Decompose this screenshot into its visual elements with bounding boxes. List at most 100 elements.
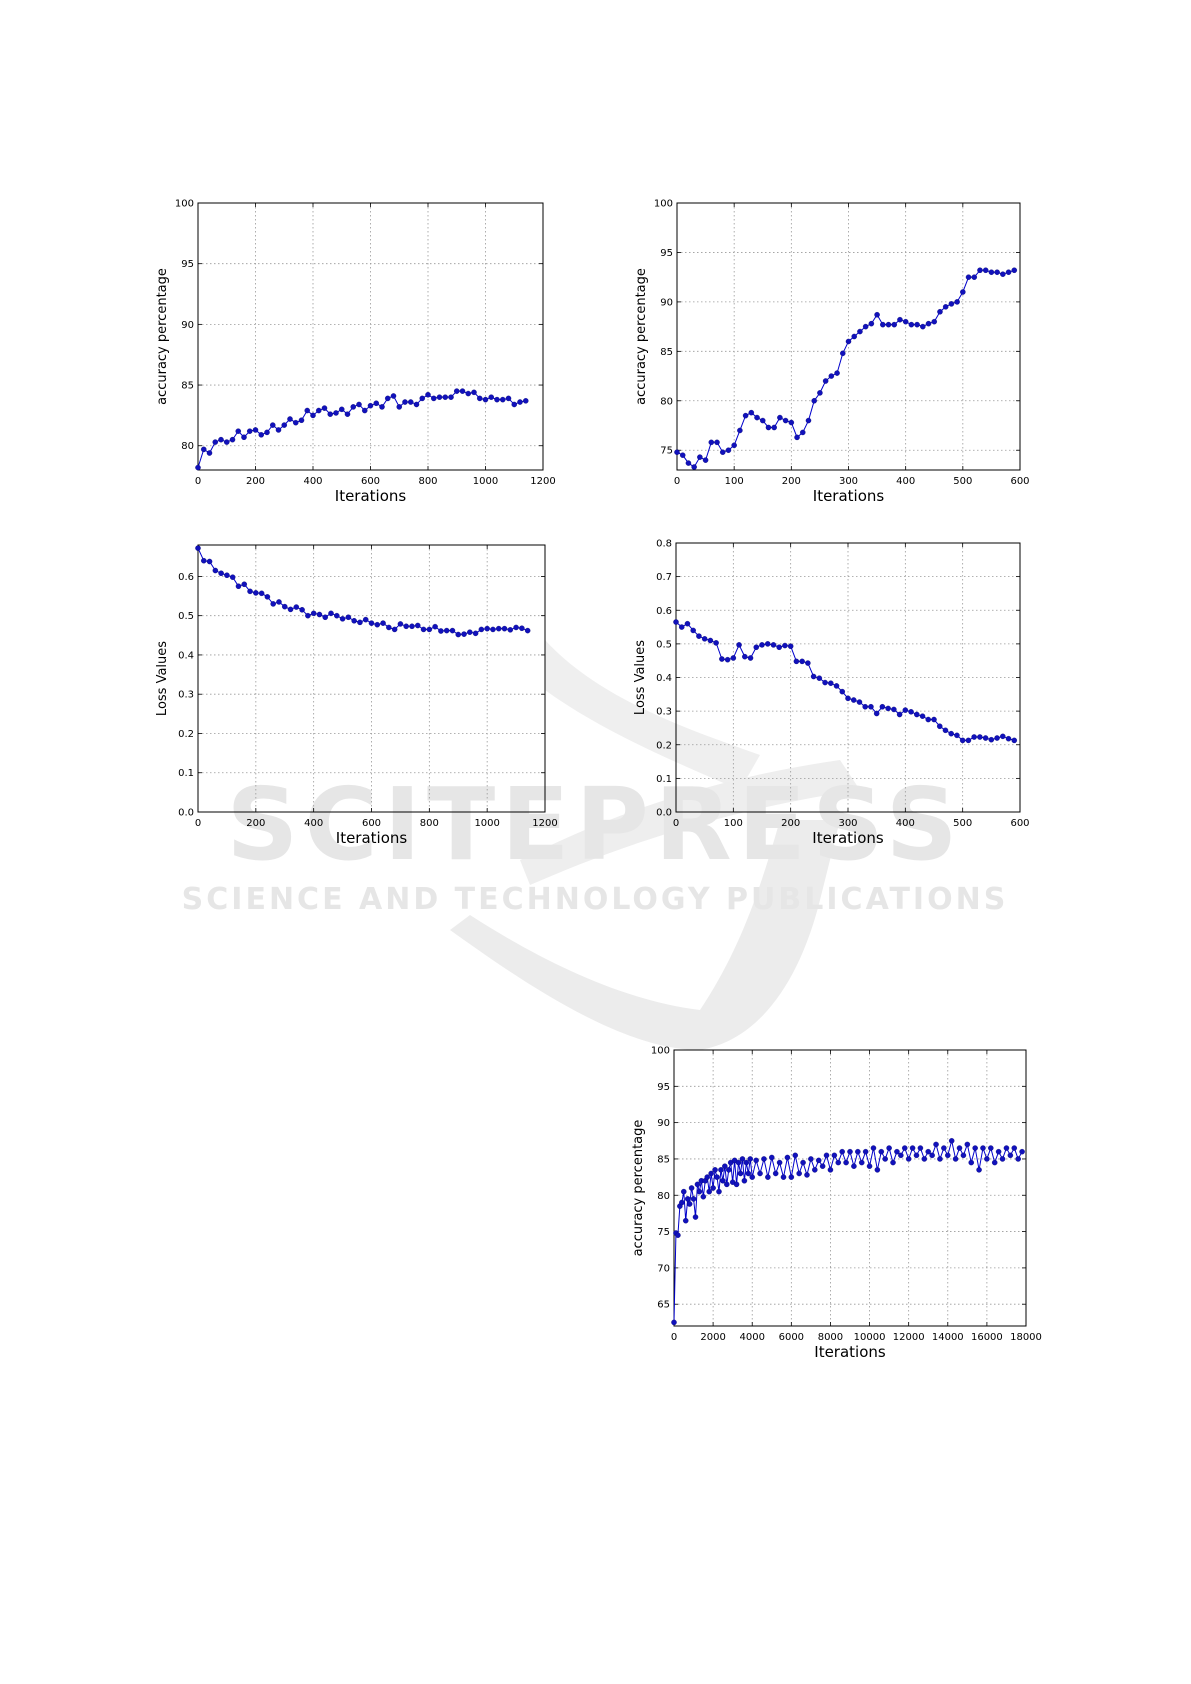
- chart2-ytick-label: 0.0: [178, 808, 194, 819]
- chart2-ytick-label: 0.1: [178, 768, 194, 779]
- chart2-data-point: [455, 631, 461, 638]
- chart4-data-point: [704, 1174, 710, 1180]
- chart2-data-point: [374, 621, 381, 628]
- chart1-data-point: [777, 414, 783, 421]
- chart3-data-point: [747, 655, 754, 661]
- chart4-data-point: [823, 1152, 830, 1159]
- chart1-data-point: [1011, 267, 1018, 273]
- chart0-data-point: [338, 406, 345, 413]
- chart2-data-point: [206, 558, 213, 565]
- chart3-data-point: [862, 704, 868, 710]
- chart4-data-point: [690, 1196, 697, 1202]
- chart2-data-point: [415, 622, 421, 629]
- chart4-data-point: [847, 1148, 853, 1155]
- chart3-data-point: [948, 730, 954, 737]
- chart1-data-point: [914, 321, 920, 328]
- chart3-data-point: [805, 660, 811, 666]
- chart0-data-point: [379, 404, 385, 410]
- chart3-data-point: [770, 642, 777, 648]
- chart2-ytick-label: 0.5: [178, 611, 194, 622]
- chart0-data-point: [436, 394, 443, 400]
- chart4-data-point: [976, 1167, 982, 1173]
- chart4-data-point: [866, 1163, 873, 1169]
- chart1-xtick-label: 400: [896, 476, 915, 487]
- chart4-data-point: [745, 1170, 752, 1177]
- chart4-data-point: [688, 1185, 695, 1191]
- chart2-data-point: [224, 572, 230, 578]
- chart1-data-point: [988, 269, 995, 275]
- chart4-data-point: [724, 1181, 730, 1188]
- chart4-data-point: [712, 1167, 718, 1173]
- chart4-data-point: [735, 1159, 742, 1166]
- chart1-data-point: [971, 274, 978, 280]
- chart2-data-point: [420, 626, 427, 633]
- chart2-ytick-label: 0.4: [178, 650, 194, 661]
- chart2-data-point: [316, 611, 323, 618]
- chart0-data-point: [373, 400, 379, 406]
- chart2-data-point: [253, 590, 259, 596]
- chart0-data-point: [499, 396, 506, 403]
- chart3-data-point: [971, 734, 977, 740]
- chart1-data-point: [857, 328, 863, 335]
- chart3-xtick-label: 600: [1010, 818, 1029, 829]
- chart4-ytick-label: 80: [657, 1191, 670, 1202]
- chart1-data-point: [834, 370, 840, 376]
- chart4-data-point: [694, 1181, 701, 1188]
- chart0-data-point: [350, 404, 356, 410]
- chart0-xaxis-title: Iterations: [335, 487, 407, 505]
- chart2-data-point: [212, 567, 219, 574]
- chart1-xtick-label: 100: [725, 476, 744, 487]
- chart2-data-point: [507, 627, 514, 633]
- chart2-data-point: [270, 601, 276, 607]
- chart0-data-point: [321, 405, 328, 411]
- chart1-ytick-label: 95: [660, 248, 673, 259]
- chart1-data-point: [942, 304, 949, 310]
- chart4-xtick-label: 2000: [700, 1332, 725, 1343]
- chart4-data-point: [909, 1145, 916, 1151]
- chart3-data-point: [713, 640, 719, 646]
- chart4-data-point: [675, 1232, 681, 1238]
- chart3-data-point: [736, 642, 742, 648]
- chart2-xtick-label: 800: [420, 818, 439, 829]
- chart4-data-point: [682, 1217, 689, 1224]
- chart4-data-point: [784, 1154, 791, 1161]
- chart4-data-point: [679, 1199, 685, 1206]
- chart3-data-point: [730, 655, 737, 661]
- chart3-data-point: [982, 735, 989, 741]
- chart0-xtick-label: 400: [303, 476, 322, 487]
- chart4-data-point: [902, 1145, 908, 1151]
- chart3-data-point: [977, 734, 983, 740]
- chart3-ytick-label: 0.4: [656, 673, 672, 684]
- chart3-data-point: [690, 627, 696, 634]
- chart2-data-point: [351, 618, 357, 624]
- chart1-data-point: [868, 320, 875, 327]
- chart4-data-point: [772, 1170, 779, 1177]
- chart4-data-point: [733, 1181, 740, 1188]
- chart0-yaxis-title: accuracy percentage: [155, 268, 170, 405]
- chart1-data-point: [880, 321, 886, 328]
- chart1-data-point: [691, 464, 697, 470]
- chart2-data-point: [524, 627, 531, 634]
- chart3-data-point: [988, 736, 995, 743]
- chart4-data-point: [945, 1152, 951, 1159]
- chart4-data-point: [686, 1201, 693, 1207]
- chart0-data-point: [218, 436, 224, 443]
- chart0-data-point: [523, 398, 529, 404]
- chart4-xtick-label: 10000: [854, 1332, 886, 1343]
- chart3-data-point: [925, 716, 932, 723]
- chart2-data-point: [334, 612, 340, 619]
- chart1-data-point: [828, 373, 835, 379]
- chart0-data-point: [430, 395, 437, 402]
- chart0-data-point: [310, 412, 316, 419]
- chart3-data-point: [742, 653, 748, 660]
- chart1-data-point: [697, 454, 703, 460]
- chart3-data-point: [828, 680, 834, 686]
- chart4-plot-frame: [673, 1049, 1027, 1327]
- chart4-data-point: [925, 1148, 931, 1155]
- chart3-xtick-label: 100: [724, 818, 743, 829]
- chart4-data-point: [741, 1177, 748, 1184]
- chart3-data-point: [764, 641, 771, 647]
- chart1-data-point: [954, 299, 960, 305]
- chart4-data-point: [964, 1141, 971, 1148]
